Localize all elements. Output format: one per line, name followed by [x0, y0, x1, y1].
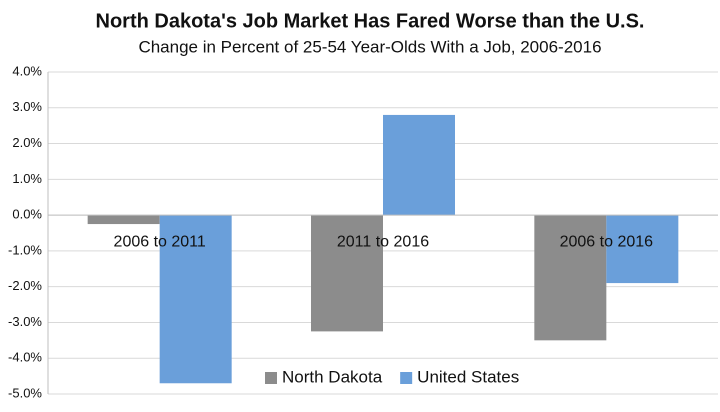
bar	[87, 215, 160, 225]
legend-label: North Dakota	[282, 367, 383, 386]
y-tick-label: -2.0%	[8, 278, 42, 293]
y-tick-label: 3.0%	[12, 99, 42, 114]
chart-title: North Dakota's Job Market Has Fared Wors…	[96, 10, 645, 32]
y-tick-label: -5.0%	[8, 385, 42, 400]
x-tick-label: 2011 to 2016	[337, 233, 429, 250]
y-tick-label: -1.0%	[8, 242, 42, 257]
y-tick-label: 1.0%	[12, 171, 42, 186]
y-tick-label: -3.0%	[8, 314, 42, 329]
bar	[534, 215, 607, 341]
y-tick-label: -4.0%	[8, 350, 42, 365]
bar	[159, 215, 232, 384]
y-tick-label: 4.0%	[12, 63, 42, 78]
legend-label: United States	[417, 367, 519, 386]
y-tick-label: 2.0%	[12, 135, 42, 150]
y-tick-label: 0.0%	[12, 207, 42, 222]
x-tick-label: 2006 to 2016	[560, 233, 654, 250]
bar	[606, 215, 679, 284]
chart-subtitle: Change in Percent of 25-54 Year-Olds Wit…	[138, 37, 601, 56]
bar	[311, 215, 383, 332]
x-tick-label: 2006 to 2011	[114, 233, 206, 250]
legend-swatch	[265, 372, 277, 384]
legend-swatch	[400, 372, 413, 384]
bar	[383, 114, 455, 216]
